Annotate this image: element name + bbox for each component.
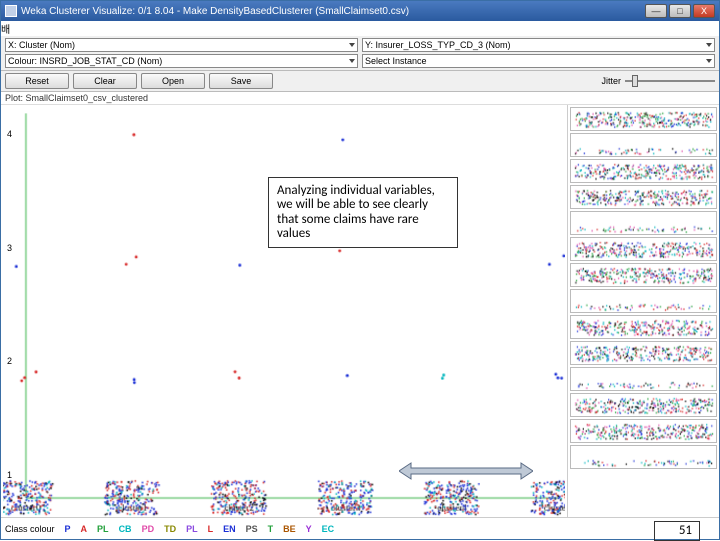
class-colour-item: PL	[186, 524, 198, 534]
open-button[interactable]: Open	[141, 73, 205, 89]
thumbnail-plot[interactable]	[570, 237, 717, 261]
clear-button[interactable]: Clear	[73, 73, 137, 89]
jitter-label: Jitter	[601, 76, 621, 86]
x-axis-value: X: Cluster (Nom)	[8, 40, 75, 50]
class-colour-item: T	[268, 524, 274, 534]
y-tick: 2	[7, 356, 12, 366]
class-colour-item: L	[208, 524, 214, 534]
class-colour-item: PL	[97, 524, 109, 534]
thumbnail-plot[interactable]	[570, 393, 717, 417]
window-title: Weka Clusterer Visualize: 0/1 8.04 - Mak…	[21, 6, 409, 17]
x-axis-combo[interactable]: X: Cluster (Nom)	[5, 38, 358, 52]
class-colour-row: Class colour PA PL CB PD TD PL L EN PS T BE Y EC	[1, 517, 719, 539]
class-colour-item: EC	[322, 524, 335, 534]
class-colour-item: PD	[142, 524, 155, 534]
y-tick: 1	[7, 470, 12, 480]
minimize-button[interactable]: —	[645, 4, 667, 18]
class-colour-item: CB	[119, 524, 132, 534]
app-icon	[5, 5, 17, 17]
annotation-callout: Analyzing individual variables, we will …	[268, 177, 458, 248]
thumbnail-panel	[567, 105, 719, 517]
slider-thumb[interactable]	[632, 75, 638, 87]
controls-panel: X: Cluster (Nom) Y: Insurer_LOSS_TYP_CD_…	[1, 36, 719, 71]
thumbnail-plot[interactable]	[570, 211, 717, 235]
page-number-box	[654, 521, 700, 541]
jitter-slider[interactable]	[625, 74, 715, 88]
y-axis-value: Y: Insurer_LOSS_TYP_CD_3 (Nom)	[365, 40, 511, 50]
select-combo[interactable]: Select Instance	[362, 54, 715, 68]
y-tick: 4	[7, 129, 12, 139]
body-area: 4 3 2 1 Analyzing individual variables, we …	[1, 105, 719, 517]
class-colour-item: Y	[306, 524, 312, 534]
thumbnail-plot[interactable]	[570, 159, 717, 183]
class-colour-item: BE	[283, 524, 296, 534]
class-colour-item: P	[65, 524, 71, 534]
class-colour-item: A	[81, 524, 88, 534]
close-button[interactable]: X	[693, 4, 715, 18]
scatter-wrap: 4 3 2 1 Analyzing individual variables, we …	[1, 105, 567, 517]
y-axis-combo[interactable]: Y: Insurer_LOSS_TYP_CD_3 (Nom)	[362, 38, 715, 52]
scatter-plot[interactable]	[3, 107, 565, 517]
maximize-button[interactable]: □	[669, 4, 691, 18]
thumbnail-plot[interactable]	[570, 341, 717, 365]
thumbnail-plot[interactable]	[570, 185, 717, 209]
annotation-text: Analyzing individual variables, we will …	[277, 183, 435, 241]
thumbnail-plot[interactable]	[570, 419, 717, 443]
thumbnail-plot[interactable]	[570, 367, 717, 391]
thumbnail-plot[interactable]	[570, 107, 717, 131]
thumbnail-plot[interactable]	[570, 263, 717, 287]
plot-title: Plot: SmallClaimset0_csv_clustered	[1, 92, 719, 105]
thumbnail-plot[interactable]	[570, 445, 717, 469]
class-colour-item: PS	[246, 524, 258, 534]
class-colour-item: EN	[223, 524, 236, 534]
page-number: 51	[679, 523, 692, 538]
colour-combo[interactable]: Colour: INSRD_JOB_STAT_CD (Nom)	[5, 54, 358, 68]
save-button[interactable]: Save	[209, 73, 273, 89]
thumbnail-plot[interactable]	[570, 133, 717, 157]
app-window: Weka Clusterer Visualize: 0/1 8.04 - Mak…	[0, 0, 720, 540]
thumbnail-plot[interactable]	[570, 289, 717, 313]
reset-button[interactable]: Reset	[5, 73, 69, 89]
thumbnail-plot[interactable]	[570, 315, 717, 339]
button-row: Reset Clear Open Save Jitter	[1, 71, 719, 92]
titlebar: Weka Clusterer Visualize: 0/1 8.04 - Mak…	[1, 1, 719, 21]
class-colour-label: Class colour	[5, 524, 55, 534]
class-colour-item: TD	[164, 524, 176, 534]
select-value: Select Instance	[365, 56, 427, 66]
arrow-icon	[399, 461, 533, 481]
colour-value: Colour: INSRD_JOB_STAT_CD (Nom)	[8, 56, 162, 66]
y-tick: 3	[7, 243, 12, 253]
